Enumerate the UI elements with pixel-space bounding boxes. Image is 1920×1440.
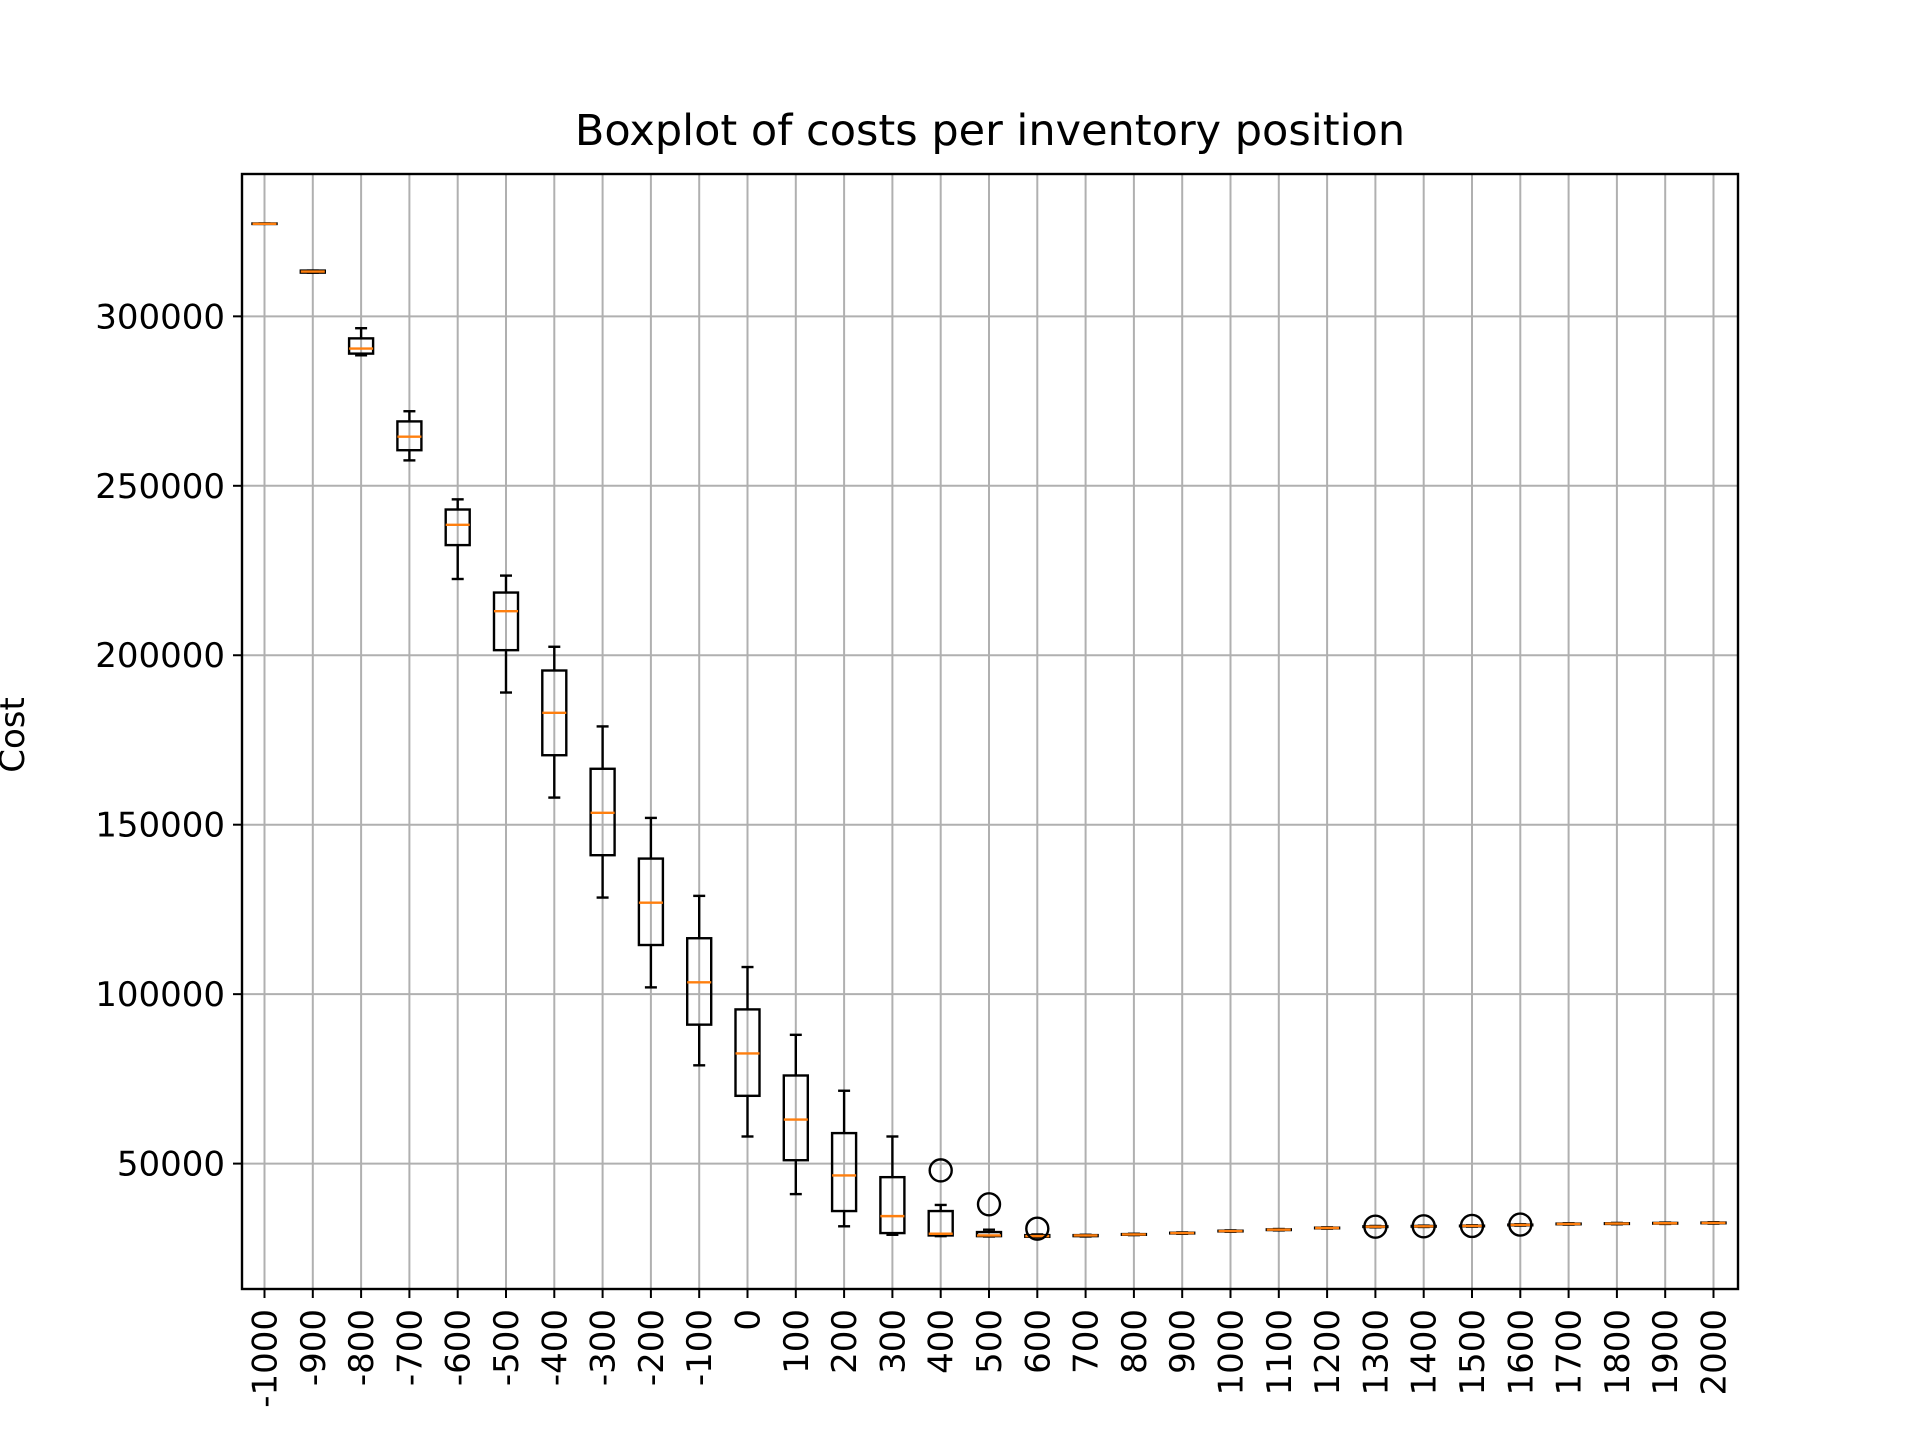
- x-tick-label: 1100: [1260, 1309, 1300, 1396]
- box-item: [541, 645, 568, 799]
- box-item: [1362, 1214, 1389, 1239]
- chart-title: Boxplot of costs per inventory position: [575, 106, 1405, 156]
- grid-layer: [242, 174, 1738, 1289]
- y-axis-ticks: 50000 100000 150000 200000 250000 300000: [95, 297, 242, 1185]
- outlier-point: [928, 1158, 953, 1183]
- x-tick-label: 900: [1163, 1309, 1203, 1374]
- x-tick-label: 1700: [1550, 1309, 1590, 1396]
- box-body: [347, 337, 375, 355]
- box-item: [1265, 1227, 1293, 1232]
- x-tick-label: -400: [535, 1309, 575, 1386]
- box-item: [251, 222, 278, 226]
- x-tick-label: 300: [873, 1309, 913, 1374]
- box-item: [1024, 1216, 1051, 1241]
- box-body: [830, 1131, 858, 1213]
- box-item: [734, 965, 761, 1138]
- box-item: [1700, 1221, 1727, 1225]
- y-tick-label: 150000: [95, 806, 225, 846]
- box-item: [1217, 1229, 1244, 1233]
- outlier-point: [1459, 1213, 1485, 1239]
- box-item: [299, 269, 326, 274]
- box-body: [927, 1209, 954, 1237]
- box-item: [396, 410, 423, 462]
- x-tick-label: -500: [487, 1309, 527, 1386]
- x-tick-label: -100: [680, 1309, 720, 1386]
- outlier-point: [1363, 1214, 1388, 1239]
- box-item: [686, 894, 713, 1067]
- x-tick-label: 1900: [1646, 1309, 1686, 1396]
- x-tick-label: -300: [584, 1309, 624, 1386]
- x-tick-label: 200: [825, 1309, 865, 1374]
- outlier-point: [1411, 1214, 1436, 1239]
- box-item: [927, 1158, 954, 1238]
- x-tick-label: 800: [1115, 1309, 1155, 1374]
- outlier-point: [976, 1192, 1002, 1217]
- y-tick-label: 200000: [95, 636, 225, 676]
- x-tick-label: 400: [922, 1309, 962, 1374]
- x-tick-label: 600: [1018, 1309, 1058, 1374]
- outlier-point: [1508, 1212, 1533, 1237]
- box-item: [1651, 1221, 1679, 1226]
- box-item: [830, 1089, 858, 1228]
- y-axis-label: Cost: [0, 697, 33, 773]
- x-tick-label: 1600: [1501, 1309, 1541, 1396]
- box-body: [879, 1175, 906, 1235]
- x-tick-label: 1400: [1405, 1309, 1445, 1396]
- y-tick-label: 250000: [95, 467, 225, 507]
- box-item: [589, 725, 616, 899]
- x-tick-label: 1500: [1453, 1309, 1493, 1396]
- x-tick-label: 700: [1067, 1309, 1107, 1374]
- box-item: [1410, 1214, 1437, 1239]
- x-tick-label: 0: [729, 1309, 769, 1331]
- x-tick-label: 1300: [1356, 1309, 1396, 1396]
- box-item: [879, 1135, 906, 1236]
- box-item: [1120, 1232, 1148, 1237]
- x-tick-label: 100: [777, 1309, 817, 1374]
- box-item: [347, 327, 375, 357]
- box-body: [492, 591, 520, 652]
- box-item: [1555, 1222, 1582, 1226]
- box-item: [782, 1033, 809, 1196]
- box-item: [1313, 1226, 1341, 1230]
- x-tick-label: -200: [632, 1309, 672, 1386]
- box-item: [492, 574, 520, 694]
- x-tick-label: 1800: [1598, 1309, 1638, 1396]
- x-axis-ticks: -1000 -900 -800 -700 -600 -500 -400 -300 -200 -10…: [246, 1289, 1735, 1408]
- x-tick-label: -900: [294, 1309, 334, 1386]
- box-item: [1458, 1213, 1486, 1239]
- x-tick-label: -1000: [246, 1309, 286, 1408]
- box-item: [975, 1192, 1003, 1238]
- x-tick-label: 1200: [1308, 1309, 1348, 1396]
- box-body: [782, 1074, 809, 1162]
- outlier-point: [1025, 1216, 1050, 1241]
- box-body: [444, 508, 471, 547]
- box-item: [1072, 1233, 1099, 1238]
- y-tick-label: 300000: [95, 297, 225, 337]
- x-tick-label: 500: [970, 1309, 1010, 1374]
- x-tick-label: -600: [439, 1309, 479, 1386]
- box-item: [444, 498, 471, 581]
- box-item: [1507, 1212, 1534, 1237]
- x-tick-label: 1000: [1212, 1309, 1252, 1396]
- box-item: [1168, 1231, 1196, 1235]
- box-item: [1603, 1221, 1631, 1226]
- x-tick-label: -700: [390, 1309, 430, 1386]
- box-item: [637, 816, 665, 989]
- y-tick-label: 50000: [117, 1145, 225, 1185]
- box-layer: [251, 222, 1727, 1241]
- x-tick-label: -800: [342, 1309, 382, 1386]
- y-tick-label: 100000: [95, 975, 225, 1015]
- x-tick-label: 2000: [1695, 1309, 1735, 1396]
